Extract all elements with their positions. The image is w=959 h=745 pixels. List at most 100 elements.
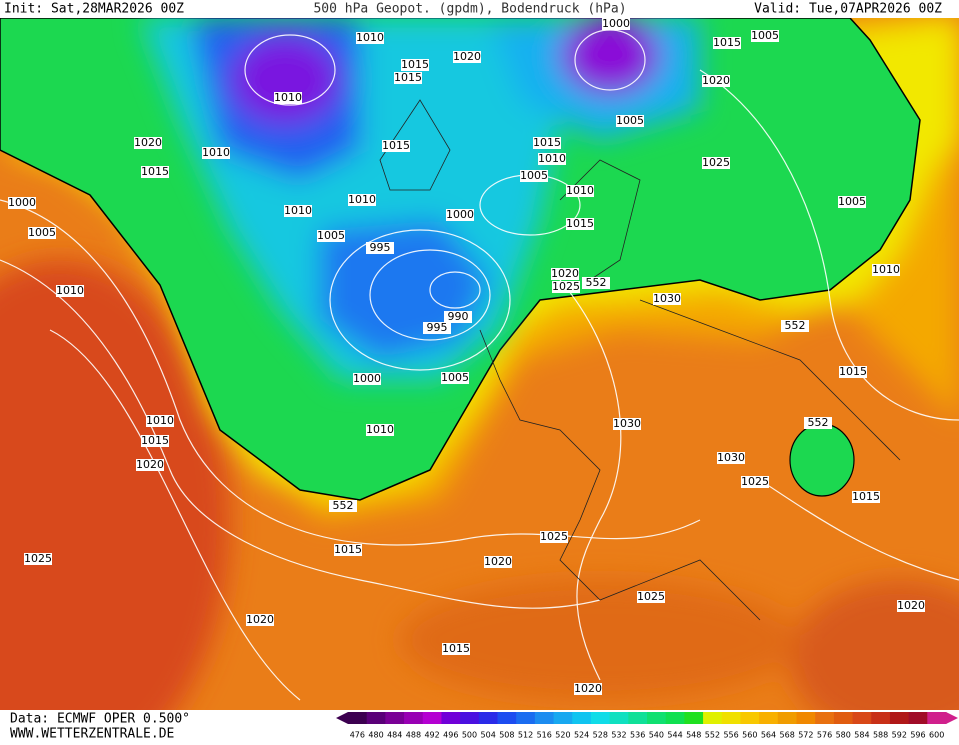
isobar-label-bg: [382, 140, 410, 152]
scale-label: 476: [350, 731, 365, 740]
isobar-labels: 1010 1015 1020 1015 1010 1020 1010 1015 1015 1000…: [8, 17, 925, 695]
scale-label: 512: [518, 731, 533, 740]
isobar-label: 995: [370, 241, 391, 254]
scale-label: 500: [462, 731, 477, 740]
scale-label: 580: [836, 731, 851, 740]
isobar-label: 995: [427, 321, 448, 334]
isobar-label-bg: [366, 424, 394, 436]
isobar-label-bg: [317, 230, 345, 242]
isobar-label-bg: [804, 417, 832, 429]
isobar-label-bg: [444, 311, 472, 323]
isobar-label-bg: [538, 153, 566, 165]
isobar-label-bg: [284, 205, 312, 217]
isobar-label-bg: [366, 242, 394, 254]
scale-label: 560: [742, 731, 757, 740]
isobar-label: 1000: [8, 196, 36, 209]
isobar-label-bg: [353, 373, 381, 385]
isobar-label: 1015: [533, 136, 561, 149]
isobar-label-bg: [423, 322, 451, 334]
scale-swatch: [441, 712, 461, 724]
scale-label: 488: [406, 731, 421, 740]
scale-label: 548: [686, 731, 701, 740]
isobar-label: 1015: [566, 217, 594, 230]
scale-swatch: [777, 712, 797, 724]
coastlines: [379, 99, 901, 621]
isobar-label-bg: [446, 209, 474, 221]
scale-swatch: [366, 712, 386, 724]
scale-label: 588: [873, 731, 888, 740]
scale-swatch: [703, 712, 723, 724]
isobar-label: 1015: [334, 543, 362, 556]
isobar-label: 1015: [401, 58, 429, 71]
isobar-label-bg: [566, 218, 594, 230]
isobar-label: 1010: [274, 91, 302, 104]
isobar-label: 1020: [551, 267, 579, 280]
color-scale: 476 480 484 488 492 496 500 504 508 512 516 520 524 5…: [336, 712, 958, 740]
isobar-label: 1020: [136, 458, 164, 471]
scale-swatch: [534, 712, 555, 724]
isobar-label: 1020: [484, 555, 512, 568]
scale-swatch: [927, 712, 947, 724]
isobar-label: 1000: [446, 208, 474, 221]
scale-swatch: [422, 712, 442, 724]
isobar-label-bg: [602, 18, 630, 30]
scale-swatch: [759, 712, 779, 724]
isobar-label: 1010: [348, 193, 376, 206]
isobar-label-bg: [141, 166, 169, 178]
isobar-label: 1005: [441, 371, 469, 384]
scale-swatch: [609, 712, 629, 724]
isobar-label: 1020: [246, 613, 274, 626]
scale-swatch: [348, 712, 368, 724]
scale-label: 552: [705, 731, 720, 740]
isobar-label: 1020: [134, 136, 162, 149]
isobar-label: 1010: [566, 184, 594, 197]
isobar-label: 1015: [839, 365, 867, 378]
scale-swatch: [908, 712, 928, 724]
isobar-label: 1025: [24, 552, 52, 565]
isobar-label-bg: [136, 459, 164, 471]
scale-label: 492: [424, 731, 439, 740]
scale-swatch: [815, 712, 835, 724]
isobar-label-bg: [717, 452, 745, 464]
isobar-label-bg: [582, 277, 610, 289]
init-label: Init: Sat,28MAR2026 00Z: [4, 2, 184, 17]
isobar-label-bg: [146, 415, 174, 427]
isobar-label: 1015: [442, 642, 470, 655]
isobar-label: 1005: [28, 226, 56, 239]
valid-label: Valid: Tue,07APR2026 00Z: [754, 2, 942, 17]
isobar-label-bg: [613, 418, 641, 430]
isobar-label-bg: [781, 320, 809, 332]
isobar-label: 1010: [356, 31, 384, 44]
isobar-label: 1015: [382, 139, 410, 152]
scale-label: 600: [929, 731, 944, 740]
isobar-label-bg: [8, 197, 36, 209]
scale-label: 584: [854, 731, 869, 740]
isobar-label-bg: [574, 683, 602, 695]
isobar-label-bg: [274, 92, 302, 104]
isobar-label: 1010: [56, 284, 84, 297]
isobar-label-bg: [540, 531, 568, 543]
isobar-label: 1030: [653, 292, 681, 305]
isobar-label: 1025: [540, 530, 568, 543]
isobar-label: 1000: [602, 17, 630, 30]
map-title: 500 hPa Geopot. (gpdm), Bodendruck (hPa): [313, 2, 626, 17]
scale-swatch: [590, 712, 611, 724]
scale-label: 592: [892, 731, 907, 740]
isobar-label: 1015: [852, 490, 880, 503]
isobar-label: 1005: [317, 229, 345, 242]
isobar-label: 1025: [702, 156, 730, 169]
scale-swatch: [889, 712, 910, 724]
scale-label: 576: [817, 731, 832, 740]
isobar-label-bg: [839, 366, 867, 378]
scale-swatch: [796, 712, 816, 724]
scale-swatch: [871, 712, 891, 724]
isobar-label: 1010: [284, 204, 312, 217]
isobar-label-bg: [348, 194, 376, 206]
scale-arrow-right: [946, 712, 958, 724]
isobar-label: 1015: [141, 434, 169, 447]
isobar-label: 552: [333, 499, 354, 512]
isobar-label: 1020: [574, 682, 602, 695]
isobar-label: 1030: [717, 451, 745, 464]
